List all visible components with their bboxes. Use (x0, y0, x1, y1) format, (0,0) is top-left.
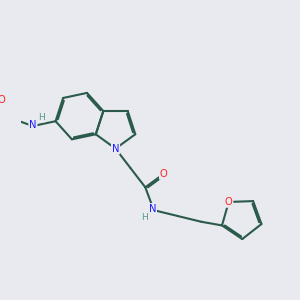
Text: N: N (29, 120, 37, 130)
Text: O: O (160, 169, 167, 179)
Text: O: O (0, 95, 5, 105)
Text: O: O (225, 197, 232, 207)
Text: N: N (149, 204, 156, 214)
Text: H: H (38, 112, 45, 122)
Text: H: H (142, 214, 148, 223)
Text: N: N (112, 144, 119, 154)
